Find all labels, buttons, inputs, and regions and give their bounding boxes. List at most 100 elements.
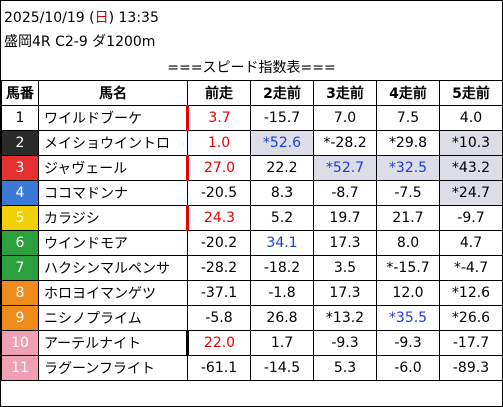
- col-header-5-races-ago: 5走前: [439, 80, 503, 106]
- horse-number-cell: 9: [1, 305, 39, 331]
- speed-index-cell: *12.6: [439, 280, 503, 306]
- speed-index-cell: 22.0: [187, 330, 251, 356]
- speed-index-cell: 7.0: [313, 105, 377, 131]
- horse-number-cell: 6: [1, 230, 39, 256]
- speed-index-cell: *52.6: [250, 130, 314, 156]
- horse-number-cell: 11: [1, 355, 39, 381]
- speed-index-cell: *24.7: [439, 180, 503, 206]
- horse-number-cell: 1: [1, 105, 39, 131]
- table-row: 4 ココマドンナ -20.5 8.3 -8.7 -7.5 *24.7: [1, 180, 503, 206]
- speed-index-cell: 21.7: [376, 205, 440, 231]
- table-row: 7 ハクシンマルペンサ -28.2 -18.2 3.5 *-15.7 *-4.7: [1, 255, 503, 281]
- speed-index-cell: -28.2: [187, 255, 251, 281]
- table-row: 5 カラジシ 24.3 5.2 19.7 21.7 -9.7: [1, 205, 503, 231]
- race-info: 盛岡4R C2-9 ダ1200m: [4, 34, 156, 50]
- horse-name-cell: メイショウイントロ: [38, 130, 188, 156]
- speed-index-cell: *-15.7: [376, 255, 440, 281]
- table-row: 1 ワイルドブーケ 3.7 -15.7 7.0 7.5 4.0: [1, 105, 503, 131]
- speed-index-cell: 24.3: [187, 205, 251, 231]
- speed-index-cell: 1.7: [250, 330, 314, 356]
- speed-index-cell: *35.5: [376, 305, 440, 331]
- speed-index-cell: 3.7: [187, 105, 251, 131]
- speed-index-cell: 3.5: [313, 255, 377, 281]
- horse-number-cell: 2: [1, 130, 39, 156]
- speed-index-cell: 4.0: [439, 105, 503, 131]
- speed-index-cell: -14.5: [250, 355, 314, 381]
- horse-number-cell: 7: [1, 255, 39, 281]
- table-title: ===スピード指数表===: [167, 60, 336, 76]
- horse-name-cell: ワイルドブーケ: [38, 105, 189, 131]
- speed-index-cell: *43.2: [439, 155, 503, 181]
- speed-index-cell: -7.5: [376, 180, 440, 206]
- speed-index-cell: *10.3: [439, 130, 503, 156]
- speed-index-cell: *52.7: [313, 155, 377, 181]
- speed-index-cell: 8.3: [250, 180, 314, 206]
- horse-name-cell: アーテルナイト: [38, 330, 189, 356]
- date-text: 2025/10/19 (: [4, 10, 95, 26]
- col-header-2-races-ago: 2走前: [250, 80, 314, 106]
- speed-index-cell: *-4.7: [439, 255, 503, 281]
- speed-index-cell: -61.1: [187, 355, 251, 381]
- table-row: 11 ラグーンフライト -61.1 -14.5 5.3 -6.0 -89.3: [1, 355, 503, 381]
- speed-index-cell: -6.0: [376, 355, 440, 381]
- speed-index-cell: -18.2: [250, 255, 314, 281]
- speed-index-cell: 17.3: [313, 280, 377, 306]
- speed-index-cell: -20.5: [187, 180, 251, 206]
- speed-index-cell: *29.8: [376, 130, 440, 156]
- table-row: 3 ジャヴェール 27.0 22.2 *52.7 *32.5 *43.2: [1, 155, 503, 181]
- speed-index-cell: 17.3: [313, 230, 377, 256]
- horse-name-cell: ホロヨイマンゲツ: [38, 280, 188, 306]
- speed-index-cell: -9.3: [313, 330, 377, 356]
- speed-index-cell: 5.2: [250, 205, 314, 231]
- table-row: 10 アーテルナイト 22.0 1.7 -9.3 -9.3 -17.7: [1, 330, 503, 356]
- speed-index-cell: -1.8: [250, 280, 314, 306]
- speed-index-cell: 12.0: [376, 280, 440, 306]
- speed-index-cell: *13.2: [313, 305, 377, 331]
- table-header-row: 馬番 馬名 前走 2走前 3走前 4走前 5走前: [1, 80, 503, 106]
- speed-index-cell: -17.7: [439, 330, 503, 356]
- speed-index-cell: -89.3: [439, 355, 503, 381]
- horse-name-cell: ハクシンマルペンサ: [38, 255, 188, 281]
- speed-index-cell: *32.5: [376, 155, 440, 181]
- speed-index-cell: 26.8: [250, 305, 314, 331]
- col-header-3-races-ago: 3走前: [313, 80, 377, 106]
- horse-name-cell: カラジシ: [38, 205, 189, 231]
- speed-index-cell: 7.5: [376, 105, 440, 131]
- speed-index-cell: *26.6: [439, 305, 503, 331]
- col-header-4-races-ago: 4走前: [376, 80, 440, 106]
- speed-index-cell: 19.7: [313, 205, 377, 231]
- weekday-text: 日: [94, 10, 109, 26]
- race-datetime: 2025/10/19 (日) 13:35: [4, 9, 159, 27]
- col-header-last-race: 前走: [187, 80, 251, 106]
- speed-index-cell: 1.0: [187, 130, 251, 156]
- speed-index-cell: 5.3: [313, 355, 377, 381]
- table-row: 9 ニシノプライム -5.8 26.8 *13.2 *35.5 *26.6: [1, 305, 503, 331]
- speed-index-cell: -9.7: [439, 205, 503, 231]
- horse-number-cell: 3: [1, 155, 39, 181]
- horse-name-cell: ラグーンフライト: [38, 355, 188, 381]
- speed-index-cell: -9.3: [376, 330, 440, 356]
- table-row: 6 ウインドモア -20.2 34.1 17.3 8.0 4.7: [1, 230, 503, 256]
- time-text: ) 13:35: [108, 10, 159, 26]
- col-header-name: 馬名: [38, 80, 188, 106]
- speed-index-cell: 27.0: [187, 155, 251, 181]
- speed-index-cell: -8.7: [313, 180, 377, 206]
- horse-number-cell: 10: [1, 330, 39, 356]
- horse-name-cell: ウインドモア: [38, 230, 188, 256]
- speed-index-cell: -15.7: [250, 105, 314, 131]
- horse-number-cell: 4: [1, 180, 39, 206]
- speed-index-cell: 8.0: [376, 230, 440, 256]
- speed-index-cell: -20.2: [187, 230, 251, 256]
- speed-index-cell: *-28.2: [313, 130, 377, 156]
- table-row: 2 メイショウイントロ 1.0 *52.6 *-28.2 *29.8 *10.3: [1, 130, 503, 156]
- speed-index-cell: 34.1: [250, 230, 314, 256]
- speed-index-cell: 4.7: [439, 230, 503, 256]
- horse-name-cell: ココマドンナ: [38, 180, 188, 206]
- speed-index-cell: -37.1: [187, 280, 251, 306]
- col-header-number: 馬番: [1, 80, 39, 106]
- horse-name-cell: ジャヴェール: [38, 155, 189, 181]
- horse-number-cell: 5: [1, 205, 39, 231]
- speed-index-table: 馬番 馬名 前走 2走前 3走前 4走前 5走前 1 ワイルドブーケ 3.7 -15.…: [1, 80, 503, 381]
- speed-index-cell: -5.8: [187, 305, 251, 331]
